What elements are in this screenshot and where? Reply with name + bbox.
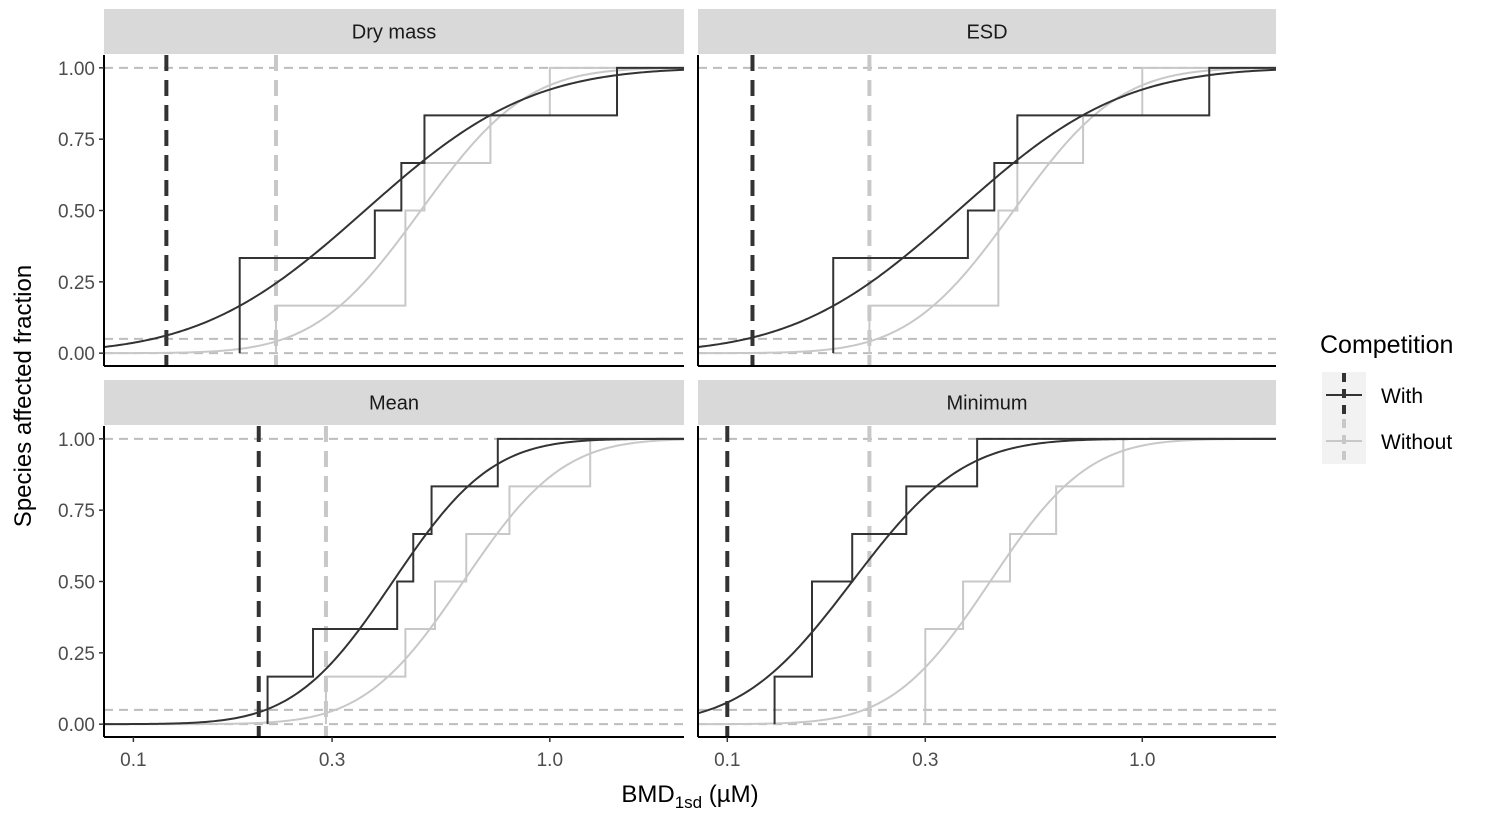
fit-curve-without (698, 437, 1276, 726)
ecdf-step-with (238, 66, 684, 354)
y-tick-label: 1.00 (58, 59, 95, 80)
fit-curve-without (698, 67, 1276, 355)
panel-minimum: Minimum 0.1 0.3 1.0 (697, 380, 1276, 771)
ecdf-step-without (868, 66, 1276, 354)
facet-label: ESD (966, 22, 1007, 44)
facet-strip (104, 380, 684, 425)
x-tick-label: 0.1 (714, 750, 740, 771)
ecdf-step-with (832, 66, 1276, 354)
facet-strip (698, 380, 1276, 425)
panel-plot-area (104, 426, 684, 737)
ecdf-step-without (924, 437, 1276, 725)
ecdf-step-without (324, 437, 684, 725)
y-tick-label: 0.25 (58, 273, 95, 294)
y-tick-label: 0.00 (58, 715, 95, 736)
x-tick-label: 0.3 (912, 750, 938, 771)
panel-plot-area (104, 55, 684, 366)
y-tick-label: 0.50 (58, 573, 95, 594)
y-tick-label: 0.75 (58, 130, 95, 151)
x-axis-title-subscript: 1sd (675, 793, 702, 812)
fit-curve-without (104, 438, 684, 726)
x-tick-label: 1.0 (1129, 750, 1155, 771)
panel-plot-area (698, 426, 1276, 737)
legend-label-with: With (1381, 385, 1423, 408)
legend-label-without: Without (1381, 431, 1452, 454)
x-tick-label: 0.3 (319, 750, 345, 771)
facet-label: Dry mass (352, 22, 436, 44)
y-tick-label: 0.50 (58, 202, 95, 223)
x-tick-label: 0.1 (120, 750, 146, 771)
ecdf-step-with (773, 437, 1276, 725)
panel-esd: ESD (697, 9, 1276, 367)
facet-strip (698, 9, 1276, 54)
x-axis-title: BMD1sd (µM) (621, 781, 758, 812)
panel-plot-area (698, 55, 1276, 366)
fit-curve-with (698, 68, 1276, 348)
x-axis-title-main: BMD (621, 781, 674, 808)
facet-label: Mean (369, 393, 419, 415)
legend-title: Competition (1320, 331, 1453, 359)
x-tick-label: 1.0 (537, 750, 563, 771)
fit-curve-with (104, 68, 684, 348)
fit-curve-with (698, 437, 1276, 715)
facet-label: Minimum (946, 393, 1027, 415)
facet-strip (104, 9, 684, 54)
legend: Competition With Without (1320, 331, 1453, 464)
ecdf-step-without (274, 66, 684, 354)
fit-curve-with (104, 437, 684, 726)
panel-dry-mass: Dry mass 0.00 0.25 0.50 0.75 1.00 (58, 9, 684, 367)
y-tick-label: 0.00 (58, 344, 95, 365)
y-tick-label: 0.25 (58, 644, 95, 665)
x-axis-title-unit: (µM) (702, 781, 758, 808)
fit-curve-without (104, 67, 684, 355)
y-tick-label: 1.00 (58, 430, 95, 451)
y-axis-title: Species affected fraction (10, 265, 37, 527)
panel-mean: Mean 0.00 0.25 0.50 0.75 1.00 0.1 0.3 1.0 (58, 380, 684, 771)
y-tick-label: 0.75 (58, 501, 95, 522)
ecdf-step-with (266, 437, 684, 725)
